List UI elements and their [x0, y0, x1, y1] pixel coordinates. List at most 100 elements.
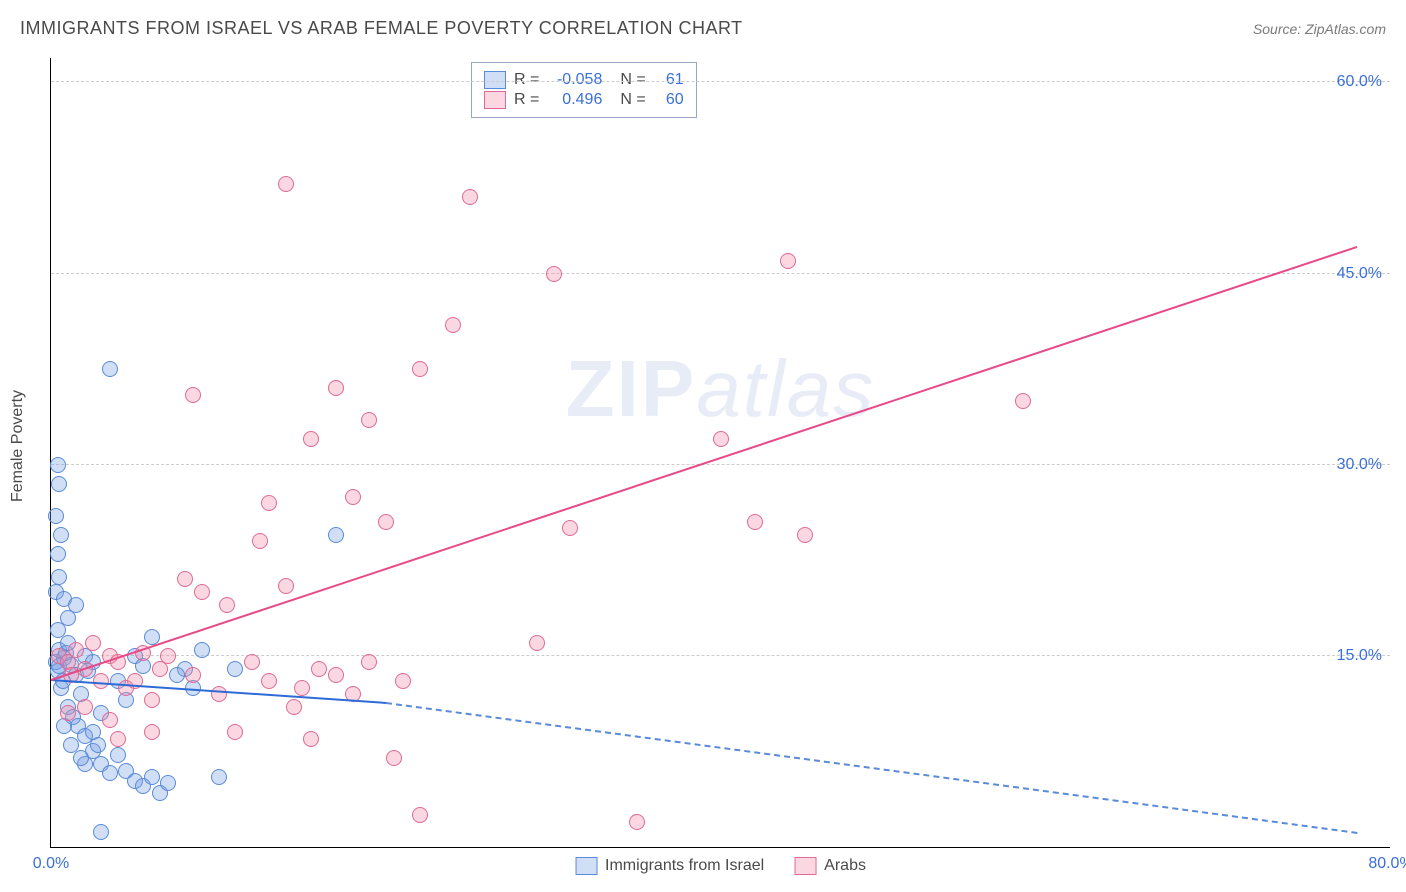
x-tick-label: 0.0%	[33, 855, 69, 873]
scatter-point	[328, 667, 344, 683]
legend-swatch	[794, 857, 816, 875]
scatter-point	[160, 648, 176, 664]
scatter-point	[73, 750, 89, 766]
scatter-point	[244, 654, 260, 670]
stat-r-value: 0.496	[547, 91, 602, 109]
x-tick-label: 80.0%	[1368, 855, 1406, 873]
scatter-point	[93, 824, 109, 840]
scatter-point	[50, 546, 66, 562]
scatter-point	[211, 769, 227, 785]
scatter-point	[211, 686, 227, 702]
y-axis-label: Female Poverty	[9, 390, 27, 502]
legend-swatch	[484, 71, 506, 89]
scatter-point	[85, 635, 101, 651]
stat-legend: R = -0.058 N = 61 R = 0.496 N = 60	[471, 62, 697, 118]
scatter-point	[311, 661, 327, 677]
scatter-point	[51, 569, 67, 585]
scatter-point	[144, 692, 160, 708]
scatter-point	[797, 527, 813, 543]
scatter-point	[144, 724, 160, 740]
legend-swatch	[575, 857, 597, 875]
legend-swatch	[484, 91, 506, 109]
scatter-point	[361, 654, 377, 670]
scatter-point	[102, 361, 118, 377]
scatter-point	[102, 712, 118, 728]
bottom-legend: Immigrants from Israel Arabs	[575, 857, 866, 875]
bottom-legend-label: Immigrants from Israel	[605, 857, 764, 875]
scatter-point	[412, 361, 428, 377]
bottom-legend-item: Immigrants from Israel	[575, 857, 764, 875]
stat-r-label: R =	[514, 91, 539, 109]
scatter-point	[144, 629, 160, 645]
scatter-point	[60, 705, 76, 721]
stat-legend-row: R = 0.496 N = 60	[484, 91, 684, 109]
stat-n-label: N =	[620, 91, 645, 109]
scatter-point	[53, 527, 69, 543]
scatter-point	[252, 533, 268, 549]
scatter-point	[294, 680, 310, 696]
scatter-point	[144, 769, 160, 785]
stat-n-value: 61	[654, 71, 684, 89]
scatter-point	[110, 747, 126, 763]
stat-r-value: -0.058	[547, 71, 602, 89]
scatter-point	[395, 673, 411, 689]
scatter-point	[177, 571, 193, 587]
bottom-legend-item: Arabs	[794, 857, 866, 875]
scatter-point	[261, 673, 277, 689]
scatter-point	[462, 189, 478, 205]
y-tick-label: 60.0%	[1337, 73, 1382, 91]
scatter-point	[102, 765, 118, 781]
stat-r-label: R =	[514, 71, 539, 89]
chart-title: IMMIGRANTS FROM ISRAEL VS ARAB FEMALE PO…	[20, 18, 743, 39]
stat-legend-row: R = -0.058 N = 61	[484, 71, 684, 89]
scatter-point	[227, 724, 243, 740]
scatter-point	[68, 597, 84, 613]
scatter-point	[546, 266, 562, 282]
watermark-bold: ZIP	[566, 344, 696, 433]
scatter-point	[303, 731, 319, 747]
gridline	[51, 81, 1390, 82]
scatter-point	[361, 412, 377, 428]
scatter-point	[445, 317, 461, 333]
trend-line-dashed	[386, 702, 1358, 834]
scatter-point	[378, 514, 394, 530]
scatter-point	[185, 667, 201, 683]
scatter-point	[328, 527, 344, 543]
y-tick-label: 15.0%	[1337, 647, 1382, 665]
stat-n-label: N =	[620, 71, 645, 89]
scatter-point	[261, 495, 277, 511]
y-tick-label: 45.0%	[1337, 265, 1382, 283]
stat-n-value: 60	[654, 91, 684, 109]
scatter-point	[328, 380, 344, 396]
scatter-point	[345, 489, 361, 505]
scatter-point	[562, 520, 578, 536]
scatter-point	[110, 731, 126, 747]
scatter-point	[169, 667, 185, 683]
scatter-point	[278, 578, 294, 594]
scatter-point	[194, 584, 210, 600]
scatter-point	[286, 699, 302, 715]
gridline	[51, 464, 1390, 465]
scatter-point	[386, 750, 402, 766]
scatter-point	[85, 724, 101, 740]
scatter-point	[747, 514, 763, 530]
scatter-point	[185, 387, 201, 403]
scatter-point	[303, 431, 319, 447]
gridline	[51, 273, 1390, 274]
scatter-point	[77, 699, 93, 715]
watermark-light: atlas	[696, 344, 875, 433]
bottom-legend-label: Arabs	[824, 857, 866, 875]
y-tick-label: 30.0%	[1337, 456, 1382, 474]
scatter-point	[412, 807, 428, 823]
plot-area: ZIPatlas R =-0.058N =61R =0.496N =60 Imm…	[50, 58, 1390, 848]
scatter-point	[629, 814, 645, 830]
scatter-point	[194, 642, 210, 658]
scatter-point	[227, 661, 243, 677]
scatter-point	[780, 253, 796, 269]
scatter-point	[529, 635, 545, 651]
scatter-point	[160, 775, 176, 791]
scatter-point	[68, 642, 84, 658]
scatter-point	[1015, 393, 1031, 409]
scatter-point	[50, 457, 66, 473]
scatter-point	[51, 476, 67, 492]
